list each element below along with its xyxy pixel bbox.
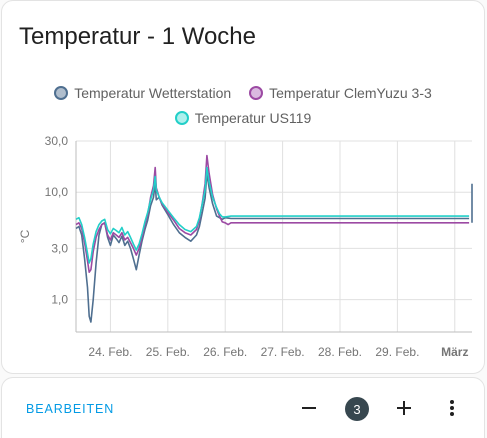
y-axis-label: °C [18,229,32,243]
minus-icon [302,407,316,409]
x-tick-label: 26. Feb. [203,345,247,359]
legend-label-clemyuzu: Temperatur ClemYuzu 3-3 [269,85,432,101]
legend-item-clemyuzu[interactable]: Temperatur ClemYuzu 3-3 [249,85,432,101]
series-line-us119 [75,166,470,264]
x-tick-label: 29. Feb. [375,345,419,359]
legend-swatch-clemyuzu [249,86,264,100]
y-tick-label: 1,0 [51,293,68,307]
legend-label-wetterstation: Temperatur Wetterstation [74,85,232,101]
legend-label-us119: Temperatur US119 [194,110,312,126]
legend-swatch-us119 [174,111,189,125]
y-tick-label: 30,0 [45,134,69,148]
plus-button[interactable] [392,396,416,420]
edit-button[interactable]: BEARBEITEN [26,402,115,416]
more-vert-icon [450,400,454,416]
series-line-clemyuzu [75,154,470,273]
legend-swatch-wetterstation [54,86,69,100]
y-tick-label: 10,0 [45,185,69,199]
series-line-wetterstation [75,172,470,323]
temperature-chart: 1,0 3,0 10,0 30,0 24. Feb. 25. Feb. 26. Feb. 27… [18,134,473,359]
chart-legend: Temperatur Wetterstation Temperatur Clem… [2,85,484,101]
x-tick-label: März [441,345,468,359]
chart-legend-row-2: Temperatur US119 [2,110,484,126]
x-tick-label: 27. Feb. [261,345,305,359]
x-tick-label: 25. Feb. [146,345,190,359]
plus-icon [397,401,411,415]
count-badge: 3 [345,397,369,421]
card-title: Temperatur - 1 Woche [19,23,256,50]
x-tick-label: 28. Feb. [318,345,362,359]
legend-item-wetterstation[interactable]: Temperatur Wetterstation [54,85,231,101]
more-button[interactable] [440,396,464,420]
minus-button[interactable] [297,396,321,420]
y-tick-label: 3,0 [51,241,68,255]
card-actions-bar: BEARBEITEN 3 [1,377,485,438]
history-graph-card: Temperatur - 1 Woche Temperatur Wetterst… [1,0,485,374]
x-tick-label: 24. Feb. [88,345,132,359]
legend-item-us119[interactable]: Temperatur US119 [174,110,312,126]
